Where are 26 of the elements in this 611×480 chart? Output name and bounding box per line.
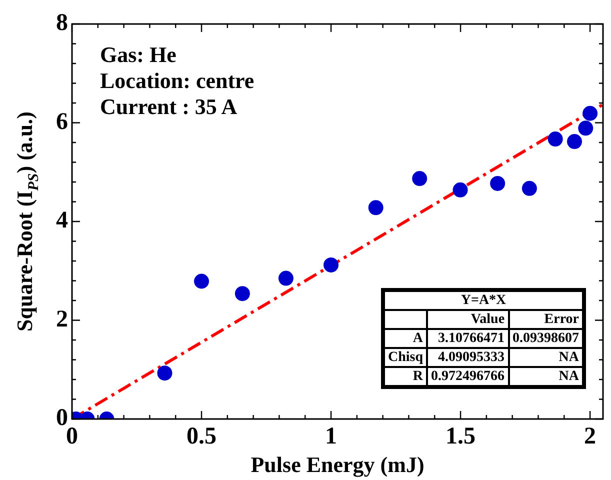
annotation: 4.09095333	[427, 348, 509, 367]
annotation: Value	[427, 310, 509, 329]
annotation: NA	[508, 367, 584, 387]
annotation: R	[383, 367, 428, 387]
annotation: 0.09398607	[508, 329, 584, 348]
annotation: Location: centre	[100, 68, 254, 94]
x-tick-label: 1.5	[446, 424, 476, 450]
annotation: Gas: He	[100, 42, 178, 68]
annotation: Error	[508, 310, 584, 329]
y-tick-label: 0	[56, 405, 68, 432]
y-axis-title: Square-Root (IPS) (a.u.)	[12, 112, 42, 332]
y-tick-label: 8	[56, 10, 68, 36]
x-tick-label: 0.5	[186, 424, 217, 450]
annotation: 0.972496766	[427, 367, 509, 387]
annotation: A	[383, 329, 428, 348]
x-tick-label: 2	[584, 424, 596, 450]
annotation: Current : 35 A	[100, 94, 238, 120]
y-tick-label: 2	[56, 306, 68, 332]
annotation: Y=A*X	[383, 290, 584, 310]
x-tick-label: 1	[325, 424, 338, 450]
annotation: 3.10766471	[427, 329, 509, 348]
y-tick-label: 4	[56, 208, 68, 234]
annotation: NA	[508, 348, 584, 367]
y-tick-label: 6	[56, 108, 68, 135]
annotation: Chisq	[383, 348, 428, 367]
x-axis-title: Pulse Energy (mJ)	[250, 452, 424, 477]
